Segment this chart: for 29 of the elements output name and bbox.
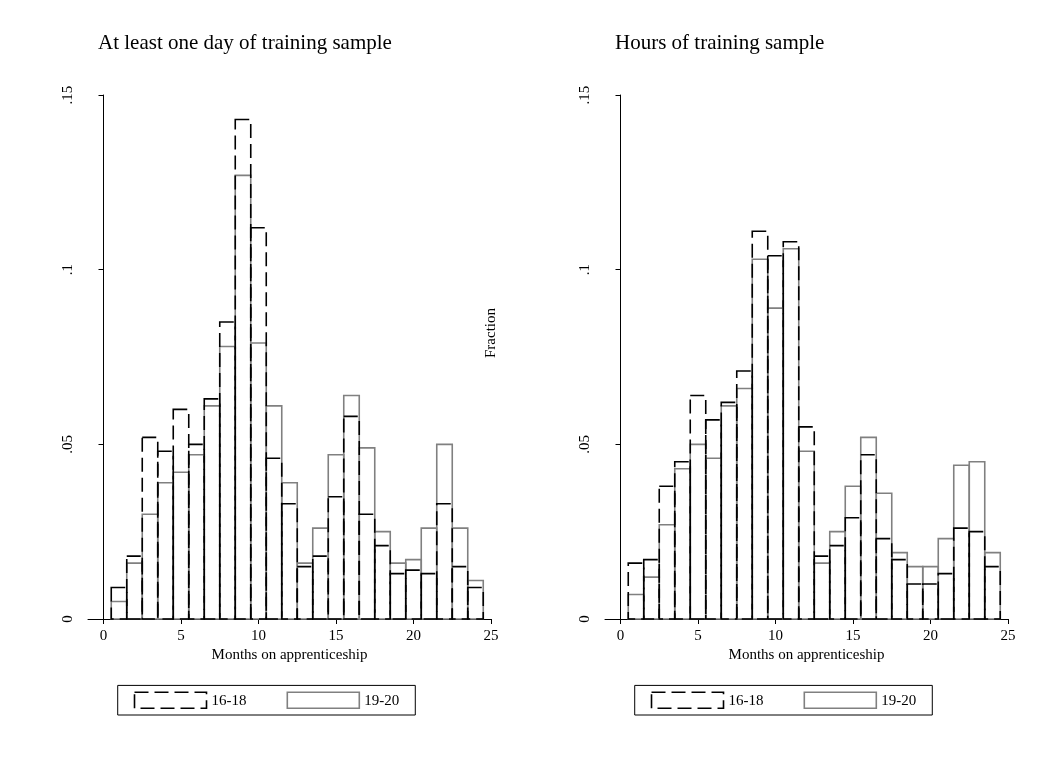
legend-label: 19-20 [881, 692, 917, 709]
x-tick-label: 15 [845, 626, 861, 643]
x-tick-label: 5 [694, 626, 702, 643]
legend-label: 16-18 [728, 692, 764, 709]
y-tick-label: .15 [58, 85, 75, 105]
x-tick-label: 25 [1000, 626, 1016, 643]
x-tick-label: 20 [923, 626, 938, 643]
legend-label: 16-18 [211, 692, 247, 709]
y-tick-label: 0 [58, 615, 75, 623]
y-tick-label: .15 [575, 85, 592, 105]
x-axis-title: Months on apprenticeship [211, 646, 368, 663]
y-tick-label: 0 [575, 615, 592, 623]
x-tick-label: 10 [768, 626, 783, 643]
x-tick-label: 25 [483, 626, 499, 643]
y-tick-label: .1 [575, 264, 592, 276]
x-axis-title: Months on apprenticeship [728, 646, 885, 663]
x-tick-label: 0 [99, 626, 108, 643]
chart-title: Hours of training sample [615, 29, 825, 54]
chart-title: At least one day of training sample [98, 29, 392, 54]
x-tick-label: 0 [616, 626, 625, 643]
y-axis-title: Fraction [481, 307, 498, 358]
x-tick-label: 15 [328, 626, 344, 643]
x-tick-label: 10 [251, 626, 266, 643]
y-tick-label: .05 [575, 434, 592, 454]
x-tick-label: 5 [177, 626, 185, 643]
y-tick-label: .1 [58, 264, 75, 276]
x-tick-label: 20 [406, 626, 421, 643]
legend-label: 19-20 [364, 692, 400, 709]
y-tick-label: .05 [58, 434, 75, 454]
